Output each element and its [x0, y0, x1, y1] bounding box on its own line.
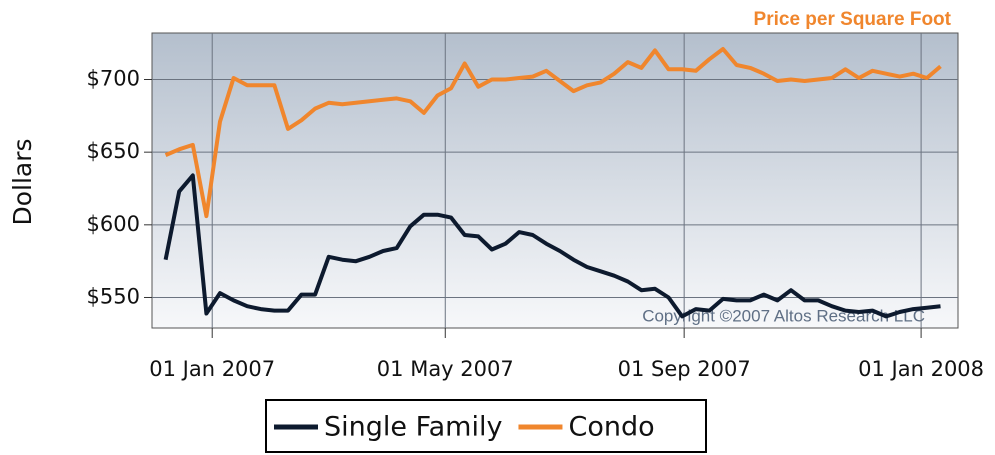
legend: [265, 399, 707, 453]
y-tick-label: $700: [87, 67, 140, 91]
y-tick-label: $650: [87, 139, 140, 163]
line-series: [163, 173, 941, 319]
y-tick-label: $550: [87, 284, 140, 308]
x-tick-label: 01 May 2007: [377, 357, 514, 381]
x-tick-label: 01 Jan 2007: [149, 357, 275, 381]
y-axis-label: Dollars: [8, 138, 37, 225]
ticks: $550 $600 $650 $700 01 Jan 2007 01 May 2007 01…: [87, 67, 984, 381]
x-tick-label: 01 Sep 2007: [618, 357, 751, 381]
lines: [163, 47, 942, 319]
plot-area: [151, 32, 959, 329]
y-tick-label: $600: [87, 212, 140, 236]
chart-title: Price per Square Foot: [754, 9, 952, 30]
legend-label: Single Family: [324, 412, 502, 443]
legend-label: Condo: [568, 412, 654, 443]
legend-entries: Single Family Condo: [274, 412, 655, 443]
x-tick-label: 01 Jan 2008: [858, 357, 984, 381]
line-series: [164, 47, 942, 219]
